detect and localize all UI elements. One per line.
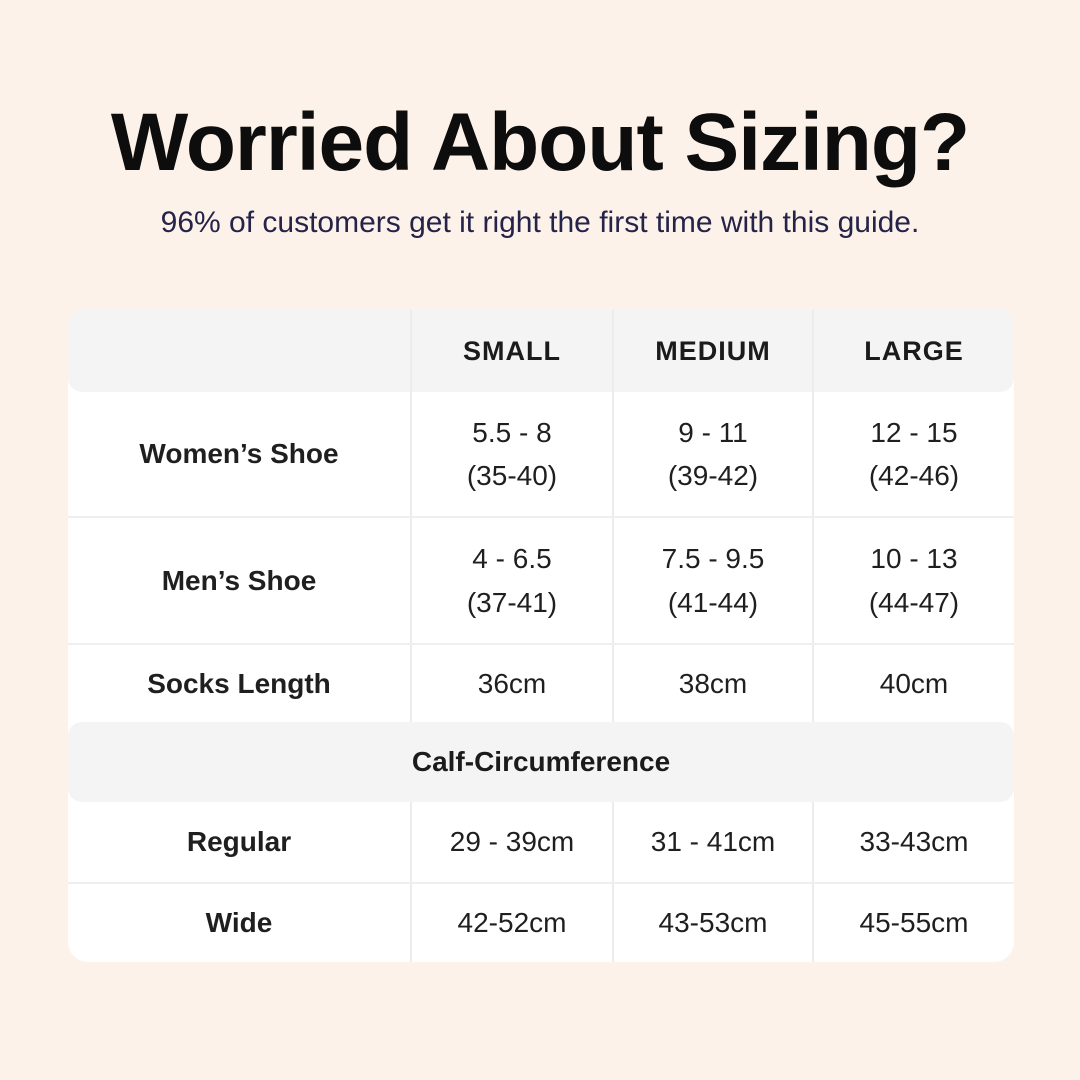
cell-line: 7.5 - 9.5 — [661, 543, 765, 575]
cell-line: (39-42) — [667, 460, 759, 491]
cell-line: (44-47) — [868, 586, 960, 618]
cell-line: 9 - 11 — [678, 416, 748, 448]
section-banner-label: Calf-Circumference — [411, 746, 671, 777]
page-subtitle: 96% of customers get it right the first … — [160, 206, 920, 239]
table-row-mens-shoe: Men’s Shoe 4 - 6.5 (37-41) 7.5 - 9.5 (41… — [68, 518, 1014, 645]
cell-line: (35-40) — [466, 460, 558, 491]
size-chart-table: SMALL MEDIUM LARGE Women’s Shoe 5.5 - 8 … — [68, 310, 1014, 962]
cell-mens-small: 4 - 6.5 (37-41) — [410, 518, 612, 643]
row-label-wide: Wide — [205, 907, 273, 939]
cell-womens-small: 5.5 - 8 (35-40) — [410, 392, 612, 516]
table-row-wide: Wide 42-52cm 43-53cm 45-55cm — [68, 884, 1014, 962]
table-row-womens-shoe: Women’s Shoe 5.5 - 8 (35-40) 9 - 11 (39-… — [68, 392, 1014, 518]
cell-socks-medium: 38cm — [612, 645, 812, 722]
cell-socks-large: 40cm — [812, 645, 1014, 722]
table-row-regular: Regular 29 - 39cm 31 - 41cm 33-43cm — [68, 802, 1014, 884]
cell-regular-medium: 31 - 41cm — [612, 802, 812, 882]
section-banner-calf-circumference: Calf-Circumference — [68, 722, 1014, 802]
cell-line: (42-46) — [868, 460, 960, 491]
cell-line: 10 - 13 — [870, 543, 958, 575]
cell-line: (41-44) — [667, 586, 759, 618]
table-row-socks-length: Socks Length 36cm 38cm 40cm — [68, 645, 1014, 722]
row-label-socks-length: Socks Length — [147, 667, 331, 699]
row-label-womens-shoe: Women’s Shoe — [139, 438, 339, 470]
cell-wide-small: 42-52cm — [410, 884, 612, 962]
cell-line: 36cm — [477, 667, 547, 699]
cell-regular-large: 33-43cm — [812, 802, 1014, 882]
header-cell-large: LARGE — [812, 310, 1014, 392]
header-cell-small: SMALL — [410, 310, 612, 392]
cell-socks-small: 36cm — [410, 645, 612, 722]
cell-line: 5.5 - 8 — [472, 416, 552, 448]
row-label-mens-shoe: Men’s Shoe — [161, 564, 317, 596]
header-cell-empty — [68, 310, 410, 392]
cell-mens-large: 10 - 13 (44-47) — [812, 518, 1014, 643]
table-header-row: SMALL MEDIUM LARGE — [68, 310, 1014, 392]
header-cell-medium: MEDIUM — [612, 310, 812, 392]
cell-line: (37-41) — [466, 586, 558, 618]
cell-line: 12 - 15 — [870, 416, 958, 448]
cell-regular-small: 29 - 39cm — [410, 802, 612, 882]
cell-womens-medium: 9 - 11 (39-42) — [612, 392, 812, 516]
cell-line: 38cm — [678, 667, 748, 699]
cell-mens-medium: 7.5 - 9.5 (41-44) — [612, 518, 812, 643]
cell-line: 4 - 6.5 — [472, 543, 552, 575]
cell-womens-large: 12 - 15 (42-46) — [812, 392, 1014, 516]
cell-wide-medium: 43-53cm — [612, 884, 812, 962]
cell-wide-large: 45-55cm — [812, 884, 1014, 962]
row-label-regular: Regular — [186, 826, 292, 858]
page-title: Worried About Sizing? — [110, 97, 970, 188]
cell-line: 40cm — [879, 667, 949, 699]
